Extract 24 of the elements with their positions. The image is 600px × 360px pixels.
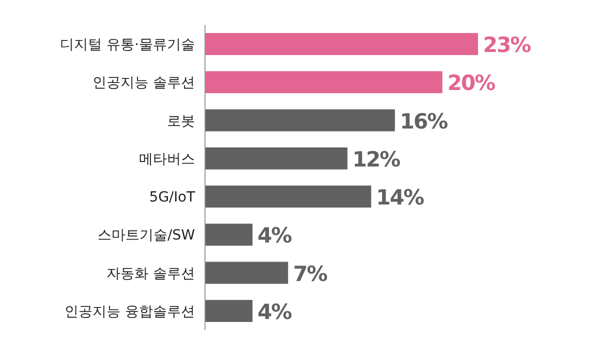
bar (205, 224, 252, 246)
bar (205, 262, 288, 284)
y-tick-label: 자동화 솔루션 (106, 266, 195, 282)
data-label: 7% (293, 262, 328, 286)
bar (205, 300, 252, 322)
bar (205, 109, 395, 132)
y-tick-label: 디지털 유통·물류기술 (60, 37, 195, 54)
y-tick-label: 인공지능 융합솔루션 (64, 304, 195, 320)
bar (205, 186, 372, 208)
bar (205, 71, 442, 94)
data-label: 12% (352, 147, 401, 172)
data-label: 20% (447, 71, 496, 96)
bar (205, 147, 348, 170)
y-tick-label: 로봇 (167, 113, 195, 130)
data-label: 4% (257, 224, 292, 248)
data-label: 14% (376, 186, 424, 210)
y-tick-label: 5G/IoT (149, 190, 196, 206)
y-tick-label: 스마트기술/SW (98, 228, 196, 244)
bar (205, 33, 478, 56)
data-label: 4% (257, 300, 292, 324)
y-tick-label: 메타버스 (139, 151, 195, 168)
data-label: 16% (400, 109, 448, 134)
data-label: 23% (483, 33, 532, 58)
y-tick-label: 인공지능 솔루션 (92, 75, 195, 92)
